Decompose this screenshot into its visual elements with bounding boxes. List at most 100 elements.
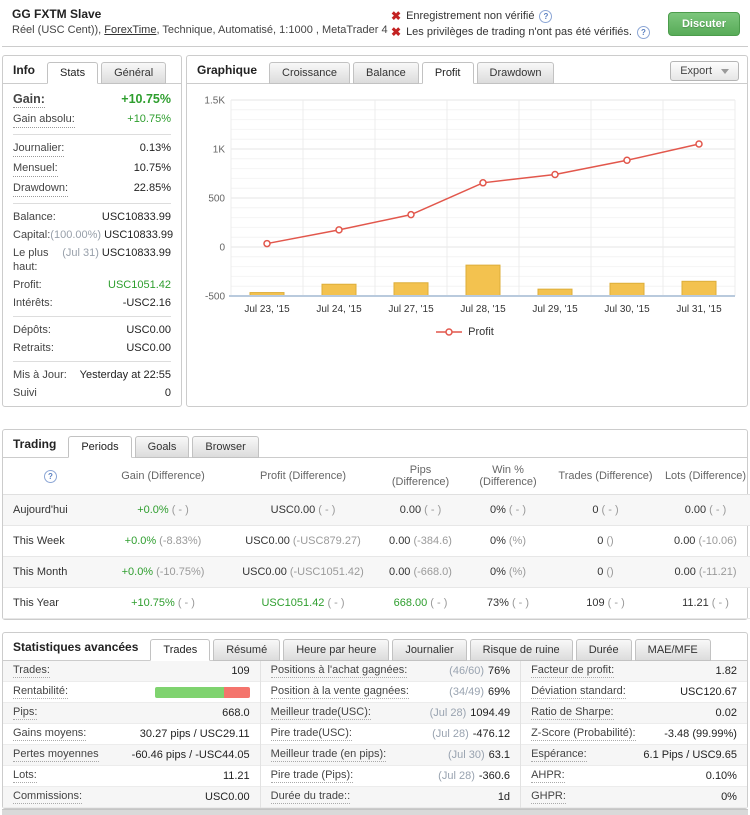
chart-panel-header: Graphique Croissance Balance Profit Drawdow… <box>187 56 747 84</box>
list-item: Suivi 0 <box>13 384 171 402</box>
period-label: This Month <box>3 556 98 588</box>
stat-label: Drawdown: <box>13 181 69 197</box>
stat-value-main: 22.85% <box>133 182 171 194</box>
stat-label: Mis à Jour: <box>13 369 67 381</box>
verification-warnings: ✖ Enregistrement non vérifié ? ✖ Les pri… <box>391 7 650 40</box>
cell-difference-value: ( - ) <box>424 504 442 516</box>
period-label: This Week <box>3 525 98 557</box>
stat-value: (Jul 30) 63.1 <box>448 749 510 761</box>
stat-row: Position à la vente gagnées: (34/49) 69% <box>260 682 521 703</box>
svg-text:-500: -500 <box>205 292 225 303</box>
stat-value: 1.82 <box>716 665 737 677</box>
cell-main-value: +0.0% <box>137 504 169 516</box>
tab-stats[interactable]: Stats <box>47 62 99 84</box>
warning-privileges: ✖ Les privilèges de trading n'ont pas ét… <box>391 24 650 40</box>
cell-difference-value: ( - ) <box>177 597 195 609</box>
subtitle-text: , Technique, Automatisé, 1:1000 , MetaTr… <box>156 24 388 36</box>
tab-heure-par-heure[interactable]: Heure par heure <box>283 639 390 661</box>
tab-duree[interactable]: Durée <box>575 639 632 661</box>
svg-text:Jul 27, '15: Jul 27, '15 <box>388 304 434 315</box>
profit-chart[interactable]: 1.5K 1K 500 0 -500 Jul 23, '15 Jul 24, '15 Jul … <box>191 92 739 318</box>
stat-label: Pertes moyennes <box>13 748 99 762</box>
tab-resume[interactable]: Résumé <box>213 639 281 661</box>
stat-value: 6.1 Pips / USC9.65 <box>643 749 737 761</box>
stat-value: USC0.00 <box>205 791 250 803</box>
help-icon[interactable]: ? <box>44 469 57 483</box>
tab-risque-de-ruine[interactable]: Risque de ruine <box>469 639 573 661</box>
stat-row: Rentabilité: <box>3 682 260 703</box>
stat-row: Gains moyens: 30.27 pips / USC29.11 <box>3 724 260 745</box>
cell-main-value: 0.00 <box>399 504 422 516</box>
tab-mae-mfe[interactable]: MAE/MFE <box>634 639 711 661</box>
cell-main-value: 668.00 <box>393 597 428 609</box>
value-cell: 0( - ) <box>553 494 658 526</box>
cell-difference-value: () <box>606 535 614 547</box>
stat-value: (34/49) 69% <box>449 686 510 698</box>
stat-row: Commissions: USC0.00 <box>3 787 260 808</box>
tab-periods[interactable]: Periods <box>68 436 132 458</box>
stats-panel-header: Statistiques avancées Trades Résumé Heure … <box>3 633 747 661</box>
stat-value: 10.75% <box>134 161 171 175</box>
stat-label: Facteur de profit: <box>531 664 615 678</box>
legend-label: Profit <box>468 326 494 338</box>
tab-general[interactable]: Général <box>101 62 167 84</box>
stat-value-main: 76% <box>488 665 511 677</box>
stat-label: Profit: <box>13 279 42 291</box>
stat-value-main: USC0.00 <box>126 324 171 336</box>
stat-row: Trades: 109 <box>3 661 260 682</box>
cell-main-value: 0.00 <box>674 535 696 547</box>
table-row: This Month +0.0% (-10.75%) USC0.00 (-USC1051… <box>3 556 750 588</box>
page-header: GG FXTM Slave Réel (USC Cent)), ForexTim… <box>2 2 748 47</box>
tab-drawdown[interactable]: Drawdown <box>476 62 555 84</box>
list-item: Gain: +10.75% <box>13 90 171 110</box>
stat-value: -3.48 (99.99%) <box>664 728 737 740</box>
list-item: Profit: USC1051.42 <box>13 276 171 294</box>
tab-browser[interactable]: Browser <box>192 436 259 458</box>
svg-text:Jul 24, '15: Jul 24, '15 <box>316 304 362 315</box>
trading-tabs: Periods Goals Browser <box>68 436 259 458</box>
tab-goals[interactable]: Goals <box>134 436 190 458</box>
tab-croissance[interactable]: Croissance <box>269 62 351 84</box>
stats-grid: Trades: 109 Rentabilité: Pips: 668.0 Gains mo… <box>3 661 747 808</box>
value-cell: +0.0% (-10.75%) <box>98 556 228 588</box>
stat-value-main: 0.13% <box>139 142 171 154</box>
stat-label: Z-Score (Probabilité): <box>531 727 636 741</box>
stat-value-main: 109 <box>231 665 250 677</box>
help-icon[interactable]: ? <box>539 9 553 23</box>
value-cell: USC0.00 (-USC1051.42) <box>228 556 378 588</box>
export-button[interactable]: Export <box>670 61 739 81</box>
value-cell: 0% (%) <box>463 556 553 588</box>
stat-value: 0% <box>721 791 737 803</box>
top-section: Info Stats Général Gain: +10.75% Gain absol… <box>2 55 748 407</box>
stat-value-prefix: (Jul 28) <box>429 707 467 719</box>
stat-row: Pire trade(USC): (Jul 28) -476.12 <box>260 724 521 745</box>
tab-journalier[interactable]: Journalier <box>392 639 467 661</box>
stat-row: Facteur de profit: 1.82 <box>521 661 747 682</box>
cell-difference-value: ( - ) <box>327 597 345 609</box>
info-stats-list: Gain: +10.75% Gain absolu: +10.75% Journalie… <box>3 84 181 406</box>
value-cell: 0% (%) <box>463 525 553 557</box>
tab-trades[interactable]: Trades <box>150 639 211 661</box>
column-header-lots: Lots (Difference) <box>658 458 750 495</box>
discuter-button[interactable]: Discuter <box>667 12 740 36</box>
stat-row: Pertes moyennes -60.46 pips / -USC44.05 <box>3 745 260 766</box>
svg-text:Jul 30, '15: Jul 30, '15 <box>604 304 650 315</box>
stat-label: Durée du trade:: <box>270 790 351 804</box>
chart-panel: Graphique Croissance Balance Profit Drawdow… <box>186 55 748 407</box>
cell-difference-value: ( - ) <box>508 504 526 516</box>
stat-value: -60.46 pips / -USC44.05 <box>132 749 250 761</box>
cell-difference-value: (-384.6) <box>413 535 452 547</box>
stat-value-main: 69% <box>488 686 511 698</box>
tab-profit[interactable]: Profit <box>421 62 474 84</box>
profitability-bar-win <box>154 686 225 698</box>
stat-value: +10.75% <box>121 92 171 107</box>
stat-label: Ratio de Sharpe: <box>531 706 614 720</box>
stat-value-main: 30.27 pips / USC29.11 <box>139 728 250 740</box>
cell-main-value: +0.0% <box>121 566 154 578</box>
forextime-link[interactable]: ForexTime <box>104 24 157 36</box>
list-item: Mis à Jour: Yesterday at 22:55 <box>13 361 171 384</box>
help-icon[interactable]: ? <box>636 25 650 39</box>
tab-balance[interactable]: Balance <box>353 62 419 84</box>
stat-value: 30.27 pips / USC29.11 <box>140 728 250 740</box>
stat-row: Meilleur trade(USC): (Jul 28) 1094.49 <box>260 703 521 724</box>
